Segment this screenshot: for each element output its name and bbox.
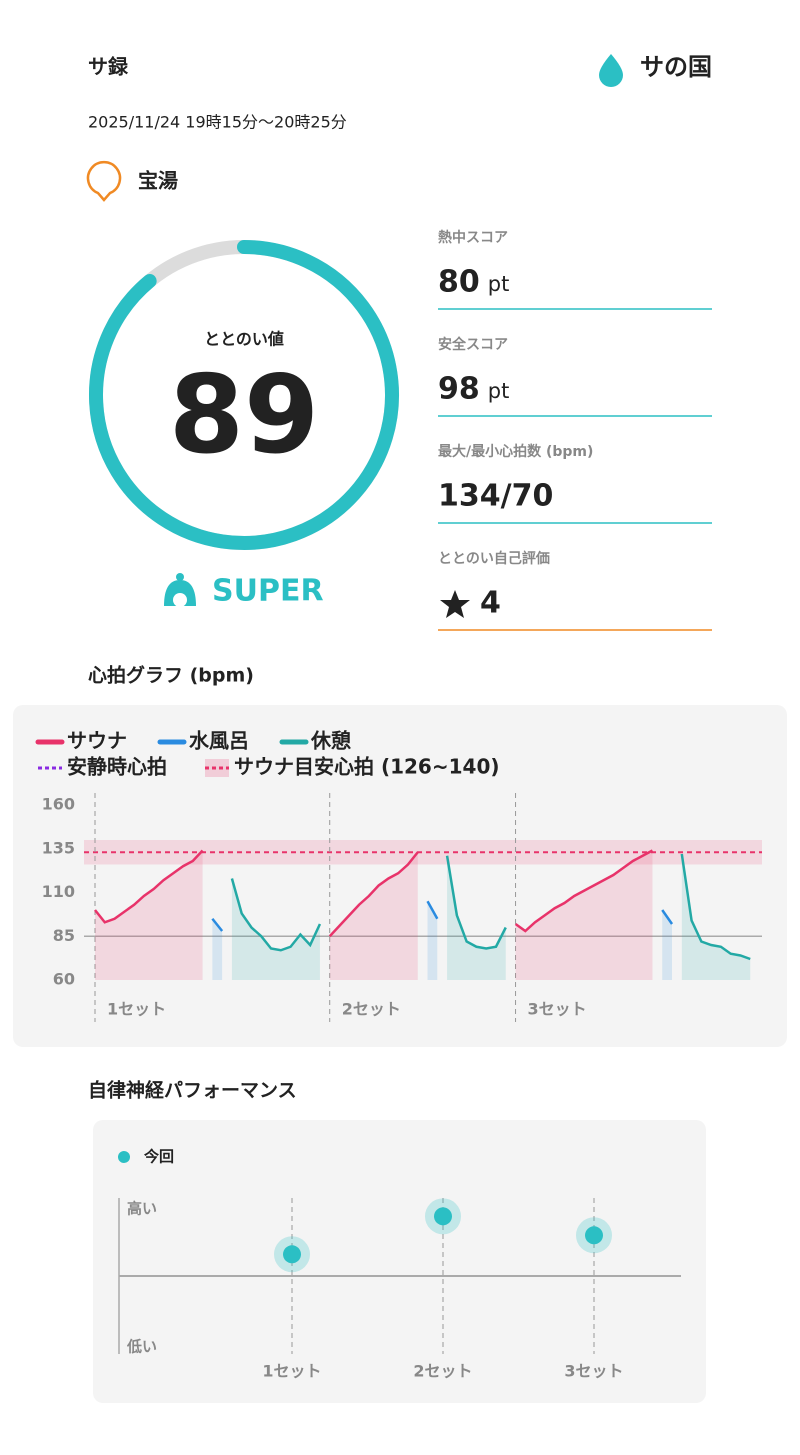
title: サ録 [88, 55, 129, 79]
star-icon [440, 590, 470, 618]
legend-label: 水風呂 [189, 729, 249, 753]
score-value: 89 [169, 353, 319, 478]
legend-label: 休憩 [310, 729, 351, 753]
line [94, 849, 654, 938]
card [13, 705, 787, 1047]
area [95, 850, 653, 980]
place: 宝湯 [138, 169, 178, 193]
card [93, 1120, 706, 1403]
rank-icon [164, 573, 196, 607]
stat-value: 80 [438, 265, 480, 300]
score-label: ととのい値 [204, 330, 284, 349]
place-icon [86, 161, 122, 202]
set-label: 2セット [342, 1000, 401, 1019]
section-title: 自律神経パフォーマンス [88, 1079, 297, 1102]
point [283, 1245, 301, 1264]
x-tick-label: 2セット [413, 1362, 472, 1381]
section-title: 心拍グラフ (bpm) [88, 664, 254, 687]
stat-unit: pt [488, 272, 510, 296]
area [231, 854, 751, 980]
datetime: 2025/11/24 19時15分〜20時25分 [88, 113, 347, 132]
line [211, 900, 674, 932]
stat-unit: pt [488, 379, 510, 403]
set-label: 3セット [528, 1000, 587, 1019]
point [434, 1207, 452, 1226]
legend-label: 今回 [143, 1148, 174, 1166]
y-tick-label: 85 [53, 926, 75, 945]
y-tick-label: 135 [42, 838, 75, 857]
point [585, 1226, 603, 1245]
stat-label: 最大/最小心拍数 (bpm) [438, 443, 593, 460]
legend-label: サウナ目安心拍 (126~140) [234, 755, 500, 779]
stat-value: 134/70 [438, 479, 553, 514]
y-tick-label: 160 [42, 795, 75, 814]
x-tick-label: 3セット [564, 1362, 623, 1381]
y-tick-label: 低い [126, 1337, 157, 1355]
stat-value: 98 [438, 372, 480, 407]
y-tick-label: 高い [127, 1200, 157, 1218]
score-ring [89, 240, 399, 550]
y-tick-label: 110 [42, 882, 75, 901]
stat-value: 4 [480, 586, 501, 621]
x-tick-label: 1セット [262, 1362, 321, 1381]
legend-label: サウナ [67, 729, 127, 753]
legend-swatch [205, 759, 229, 777]
rank: SUPER [212, 574, 324, 609]
logo-icon [599, 54, 623, 87]
set-label: 1セット [107, 1000, 166, 1019]
line [230, 853, 751, 961]
logo: サの国 [640, 53, 712, 81]
stat-label: 熱中スコア [438, 229, 508, 246]
stat-label: 安全スコア [438, 336, 508, 353]
y-tick-label: 60 [53, 970, 75, 989]
stat-label: ととのい自己評価 [438, 550, 550, 567]
legend-label: 安静時心拍 [67, 755, 167, 779]
legend-dot [118, 1151, 130, 1163]
